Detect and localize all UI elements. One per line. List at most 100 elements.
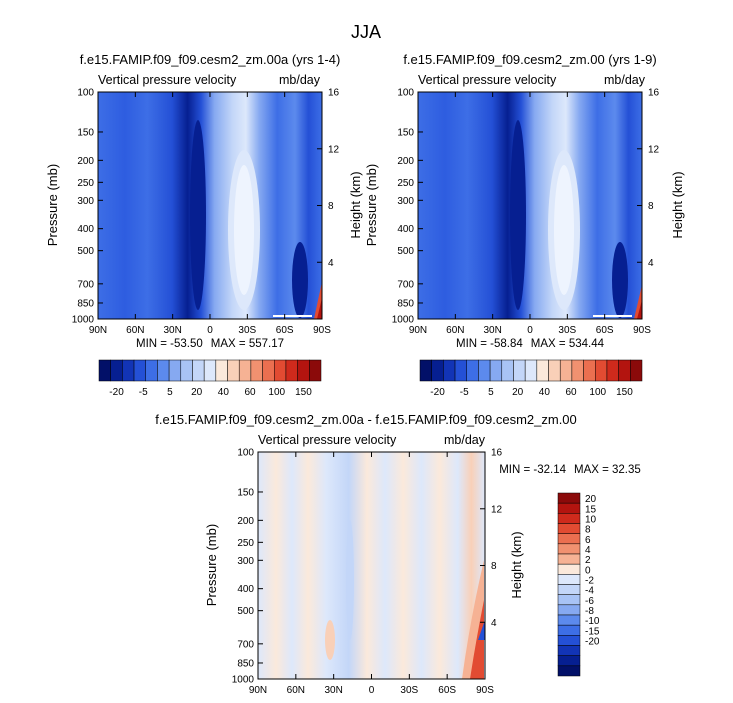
colorbar-label: 150: [616, 387, 633, 398]
panel-diff-plot-area: [257, 451, 486, 680]
y-tick-label: 300: [397, 196, 414, 207]
colorbar-swatch: [557, 645, 581, 656]
colorbar-swatch: [262, 359, 275, 382]
panel-diff-ylabel: Pressure (mb): [204, 524, 219, 606]
x-tick-label: 0: [527, 325, 533, 336]
colorbar-label: -10: [585, 616, 600, 627]
panel-b-x-ticks: 90N 60N 30N 0 30S 60S 90S: [409, 92, 651, 336]
panel-b-colorbar: -20 -5 5 20 40 60 100 150: [419, 359, 643, 398]
colorbar-label: -5: [139, 387, 148, 398]
colorbar-swatch: [513, 359, 526, 382]
colorbar-swatch: [557, 624, 581, 636]
x-tick-label: 30N: [324, 685, 342, 696]
colorbar-label: 2: [585, 555, 591, 566]
y-tick-label: 700: [77, 279, 94, 290]
colorbar-swatch: [595, 359, 608, 382]
x-tick-label: 60S: [438, 685, 456, 696]
colorbar-swatch: [157, 359, 170, 382]
colorbar-swatch: [309, 359, 322, 382]
colorbar-swatch: [524, 359, 538, 382]
colorbar-swatch: [466, 359, 479, 382]
x-tick-label: 0: [207, 325, 213, 336]
x-tick-label: 60N: [446, 325, 464, 336]
colorbar-swatch: [274, 359, 287, 382]
y-tick-label: 850: [77, 298, 94, 309]
y-tick-label: 1000: [232, 675, 255, 686]
x-tick-label: 90N: [249, 685, 267, 696]
panel-a-max: MAX = 557.17: [211, 338, 284, 350]
height-tick-label: 12: [328, 144, 340, 155]
colorbar-swatch: [203, 359, 217, 382]
panel-b-min: MIN = -58.84: [456, 338, 523, 350]
panel-b-title: f.e15.FAMIP.f09_f09.cesm2_zm.00 (yrs 1-9…: [403, 52, 656, 67]
y-tick-label: 700: [237, 639, 254, 650]
panel-a-x-ticks: 90N 60N 30N 0 30S 60S 90S: [89, 92, 331, 336]
colorbar-label: 20: [585, 494, 597, 505]
height-tick-label: 4: [491, 618, 497, 629]
height-tick-label: 16: [328, 88, 340, 99]
colorbar-swatch: [557, 533, 581, 545]
panel-b-subtitle-right: mb/day: [604, 73, 646, 87]
panel-diff-height-ticks: 16 12 8 4: [480, 448, 503, 629]
panel-diff-y-ticks: 100 150 200 250 300 400 500 700 850 1000: [232, 448, 263, 686]
y-tick-label: 850: [237, 658, 254, 669]
x-tick-label: 30N: [163, 325, 181, 336]
colorbar-swatch: [557, 635, 581, 646]
y-tick-label: 200: [397, 156, 414, 167]
y-tick-label: 150: [237, 487, 254, 498]
colorbar-label: -15: [585, 626, 600, 637]
colorbar-swatch: [145, 359, 158, 382]
colorbar-label: -20: [585, 636, 600, 647]
y-tick-label: 300: [237, 556, 254, 567]
colorbar-swatch: [557, 584, 581, 595]
colorbar-swatch: [559, 359, 573, 382]
colorbar-swatch: [557, 563, 581, 575]
colorbar-swatch: [557, 543, 581, 555]
colorbar-swatch: [557, 574, 581, 585]
colorbar-label: -2: [585, 575, 594, 586]
panel-a-y-ticks: 100 150 200 250 300 400 500 700 850 1000: [72, 88, 103, 326]
colorbar-label: 4: [585, 545, 591, 556]
colorbar-swatch: [557, 655, 581, 667]
panel-b-subtitle-left: Vertical pressure velocity: [418, 73, 557, 87]
colorbar-swatch: [122, 359, 135, 382]
colorbar-swatch: [419, 359, 432, 382]
panel-diff-x-ticks: 90N 60N 30N 0 30S 60S 90S: [249, 452, 494, 696]
colorbar-swatch: [431, 359, 444, 382]
height-tick-label: 4: [648, 258, 654, 269]
panel-diff-max: MAX = 32.35: [574, 464, 641, 476]
panel-a-plot-area: [97, 91, 323, 320]
panel-diff-title: f.e15.FAMIP.f09_f09.cesm2_zm.00a - f.e15…: [155, 412, 577, 427]
height-tick-label: 12: [648, 144, 660, 155]
panel-b-height-ticks: 16 12 8 4: [637, 88, 660, 269]
panel-b-ylabel: Pressure (mb): [364, 164, 379, 246]
panel-diff-min-max: MIN = -32.14 MAX = 32.35: [499, 464, 641, 476]
y-tick-label: 400: [237, 584, 254, 595]
y-tick-label: 500: [397, 246, 414, 257]
colorbar-swatch: [238, 359, 252, 382]
panel-a-min-max: MIN = -53.50 MAX = 557.17: [136, 338, 284, 350]
colorbar-swatch: [250, 359, 263, 382]
panel-b-min-max: MIN = -58.84 MAX = 534.44: [456, 338, 605, 350]
y-tick-label: 100: [237, 448, 254, 459]
colorbar-label: -6: [585, 596, 594, 607]
height-tick-label: 16: [648, 88, 660, 99]
colorbar-label: 8: [585, 525, 591, 536]
height-tick-label: 8: [328, 201, 334, 212]
x-tick-label: 60S: [596, 325, 614, 336]
y-tick-label: 250: [397, 178, 414, 189]
colorbar-swatch: [501, 359, 514, 382]
colorbar-swatch: [583, 359, 596, 382]
y-tick-label: 200: [77, 156, 94, 167]
colorbar-label: 10: [585, 514, 597, 525]
y-tick-label: 400: [397, 224, 414, 235]
y-tick-label: 300: [77, 196, 94, 207]
colorbar-swatch: [168, 359, 182, 382]
colorbar-label: 40: [218, 387, 230, 398]
colorbar-swatch: [548, 359, 561, 382]
colorbar-swatch: [557, 502, 581, 514]
y-tick-label: 100: [77, 88, 94, 99]
x-tick-label: 90N: [89, 325, 107, 336]
height-tick-label: 4: [328, 258, 334, 269]
